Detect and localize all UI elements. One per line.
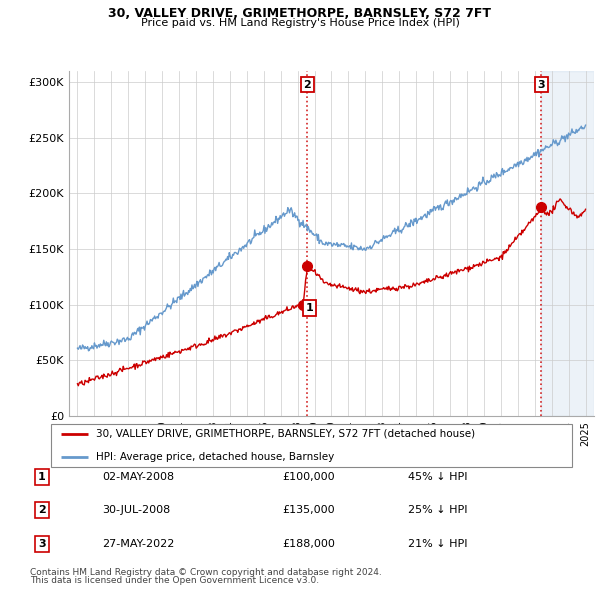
Text: Contains HM Land Registry data © Crown copyright and database right 2024.: Contains HM Land Registry data © Crown c… <box>30 568 382 577</box>
Bar <box>541 71 594 416</box>
Text: 3: 3 <box>38 539 46 549</box>
Text: £135,000: £135,000 <box>282 506 335 515</box>
Text: 30, VALLEY DRIVE, GRIMETHORPE, BARNSLEY, S72 7FT: 30, VALLEY DRIVE, GRIMETHORPE, BARNSLEY,… <box>109 7 491 20</box>
Text: 30, VALLEY DRIVE, GRIMETHORPE, BARNSLEY, S72 7FT (detached house): 30, VALLEY DRIVE, GRIMETHORPE, BARNSLEY,… <box>95 429 475 438</box>
Text: 02-MAY-2008: 02-MAY-2008 <box>102 472 174 481</box>
Text: 27-MAY-2022: 27-MAY-2022 <box>102 539 175 549</box>
Text: 2: 2 <box>304 80 311 90</box>
Text: 2: 2 <box>38 506 46 515</box>
Text: This data is licensed under the Open Government Licence v3.0.: This data is licensed under the Open Gov… <box>30 576 319 585</box>
Text: HPI: Average price, detached house, Barnsley: HPI: Average price, detached house, Barn… <box>95 453 334 462</box>
Text: 1: 1 <box>38 472 46 481</box>
Text: 45% ↓ HPI: 45% ↓ HPI <box>408 472 467 481</box>
Text: 30-JUL-2008: 30-JUL-2008 <box>102 506 170 515</box>
Text: Price paid vs. HM Land Registry's House Price Index (HPI): Price paid vs. HM Land Registry's House … <box>140 18 460 28</box>
Text: £100,000: £100,000 <box>282 472 335 481</box>
Text: 25% ↓ HPI: 25% ↓ HPI <box>408 506 467 515</box>
Text: 1: 1 <box>306 303 314 313</box>
Text: 21% ↓ HPI: 21% ↓ HPI <box>408 539 467 549</box>
FancyBboxPatch shape <box>50 424 572 467</box>
Text: £188,000: £188,000 <box>282 539 335 549</box>
Text: 3: 3 <box>538 80 545 90</box>
